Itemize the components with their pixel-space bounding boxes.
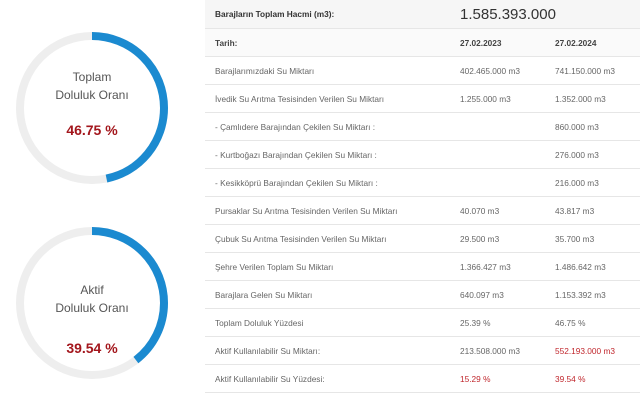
row-value: 402.465.000 m3	[450, 56, 545, 85]
row-label: Pursaklar Su Arıtma Tesisinden Verilen S…	[205, 196, 450, 225]
row-value	[450, 112, 545, 141]
row-value: 216.000 m3	[545, 168, 640, 197]
row-value: 29.500 m3	[450, 224, 545, 253]
data-row: Aktif Kullanılabilir Su Miktarı: 213.508.…	[205, 336, 640, 365]
data-row: - Kesikköprü Barajından Çekilen Su Mikta…	[205, 168, 640, 197]
row-label: Barajlara Gelen Su Miktarı	[205, 280, 450, 309]
data-row: Barajlarımızdaki Su Miktarı 402.465.000 m…	[205, 56, 640, 85]
data-row: Pursaklar Su Arıtma Tesisinden Verilen S…	[205, 196, 640, 225]
row-value: 40.070 m3	[450, 196, 545, 225]
row-label: Toplam Doluluk Yüzdesi	[205, 308, 450, 337]
total-label: Barajların Toplam Hacmi (m3):	[205, 0, 450, 29]
row-label: Çubuk Su Arıtma Tesisinden Verilen Su Mi…	[205, 224, 450, 253]
row-value: 39.54 %	[545, 364, 640, 393]
row-value: 276.000 m3	[545, 140, 640, 169]
row-value: 43.817 m3	[545, 196, 640, 225]
water-table: Barajların Toplam Hacmi (m3): 1.585.393.…	[205, 0, 640, 393]
data-row: Çubuk Su Arıtma Tesisinden Verilen Su Mi…	[205, 224, 640, 253]
row-value: 46.75 %	[545, 308, 640, 337]
row-value: 213.508.000 m3	[450, 336, 545, 365]
date-row: Tarih: 27.02.2023 27.02.2024	[205, 28, 640, 57]
row-value: 35.700 m3	[545, 224, 640, 253]
row-label: Aktif Kullanılabilir Su Yüzdesi:	[205, 364, 450, 393]
gauge-label: Aktif	[80, 283, 104, 297]
date-label: Tarih:	[205, 28, 450, 57]
gauge-ring	[16, 227, 168, 379]
gauge-ring	[16, 32, 168, 184]
row-label: - Kurtboğazı Barajından Çekilen Su Mikta…	[205, 140, 450, 169]
gauge: Toplam Doluluk Oranı 46.75 %	[12, 28, 172, 188]
gauge-value: 39.54 %	[66, 340, 118, 356]
gauge-arc	[16, 32, 168, 184]
data-row: Toplam Doluluk Yüzdesi 25.39 % 46.75 %	[205, 308, 640, 337]
row-value	[450, 140, 545, 169]
row-value: 1.486.642 m3	[545, 252, 640, 281]
row-label: Aktif Kullanılabilir Su Miktarı:	[205, 336, 450, 365]
row-value: 1.352.000 m3	[545, 84, 640, 113]
data-row: Aktif Kullanılabilir Su Yüzdesi: 15.29 % 3…	[205, 364, 640, 393]
date: 27.02.2024	[545, 28, 640, 57]
date: 27.02.2023	[450, 28, 545, 57]
row-value: 640.097 m3	[450, 280, 545, 309]
row-label: İvedik Su Arıtma Tesisinden Verilen Su M…	[205, 84, 450, 113]
data-row: Şehre Verilen Toplam Su Miktarı 1.366.427…	[205, 252, 640, 281]
row-value: 1.153.392 m3	[545, 280, 640, 309]
row-value: 25.39 %	[450, 308, 545, 337]
row-label: - Kesikköprü Barajından Çekilen Su Mikta…	[205, 168, 450, 197]
gauges: Toplam Doluluk Oranı 46.75 % Aktif Dolul…	[0, 0, 195, 409]
gauge: Aktif Doluluk Oranı 39.54 %	[12, 223, 172, 383]
data-row: İvedik Su Arıtma Tesisinden Verilen Su M…	[205, 84, 640, 113]
gauge-arc	[16, 227, 168, 379]
gauge-label: Toplam	[72, 70, 112, 84]
row-value: 1.255.000 m3	[450, 84, 545, 113]
data-row: Barajlara Gelen Su Miktarı 640.097 m3 1.15…	[205, 280, 640, 309]
row-label: Barajlarımızdaki Su Miktarı	[205, 56, 450, 85]
row-value: 15.29 %	[450, 364, 545, 393]
gauge-value: 46.75 %	[66, 122, 118, 138]
header-row: Barajların Toplam Hacmi (m3): 1.585.393.…	[205, 0, 640, 29]
gauge-label: Doluluk Oranı	[55, 88, 129, 102]
row-value: 552.193.000 m3	[545, 336, 640, 365]
row-label: - Çamlıdere Barajından Çekilen Su Miktar…	[205, 112, 450, 141]
row-value: 741.150.000 m3	[545, 56, 640, 85]
data-row: - Kurtboğazı Barajından Çekilen Su Mikta…	[205, 140, 640, 169]
total-value: 1.585.393.000	[450, 0, 640, 29]
table-body: Barajların Toplam Hacmi (m3): 1.585.393.…	[205, 0, 640, 393]
row-value	[450, 168, 545, 197]
data-row: - Çamlıdere Barajından Çekilen Su Miktar…	[205, 112, 640, 141]
row-label: Şehre Verilen Toplam Su Miktarı	[205, 252, 450, 281]
gauge-label: Doluluk Oranı	[55, 301, 129, 315]
row-value: 1.366.427 m3	[450, 252, 545, 281]
row-value: 860.000 m3	[545, 112, 640, 141]
